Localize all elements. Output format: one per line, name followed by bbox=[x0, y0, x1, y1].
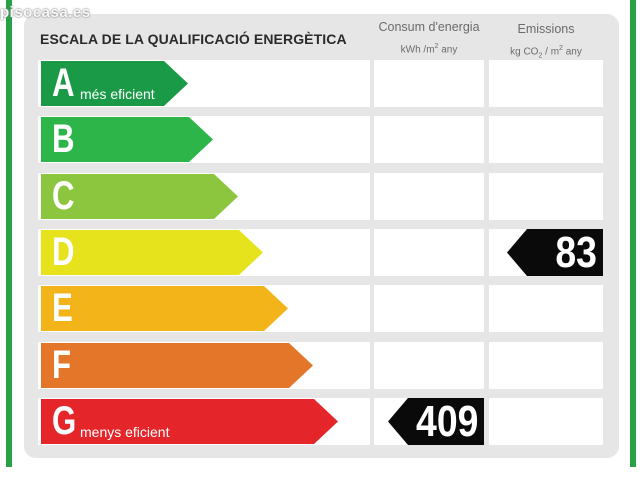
consumption-cell-b bbox=[374, 116, 484, 163]
emissions-cell-c bbox=[489, 173, 603, 220]
rating-letter-f: F bbox=[52, 343, 72, 387]
rating-description-a: més eficient bbox=[80, 86, 155, 102]
emissions-label: Emissions bbox=[517, 22, 575, 36]
rating-arrow-f bbox=[41, 343, 313, 388]
rating-letter-g: G bbox=[52, 399, 77, 443]
rating-description-g: menys eficient bbox=[80, 424, 170, 440]
emissions-cell-a bbox=[489, 60, 603, 107]
consumption-value-tag-value: 409 bbox=[415, 397, 478, 446]
emissions-cell-f bbox=[489, 342, 603, 389]
rating-letter-b: B bbox=[52, 117, 75, 161]
rating-letter-e: E bbox=[52, 286, 73, 330]
rating-arrow-e bbox=[41, 286, 288, 331]
emissions-cell-g bbox=[489, 398, 603, 445]
rating-letter-a: A bbox=[52, 61, 75, 105]
emissions-column-header: Emissions kg CO2 / m2 any bbox=[489, 22, 603, 63]
consumption-cell-f bbox=[374, 342, 484, 389]
watermark: pisocasa.es bbox=[0, 4, 91, 21]
rating-letter-c: C bbox=[52, 174, 75, 218]
left-green-border bbox=[6, 0, 12, 467]
rating-arrow-d bbox=[41, 230, 263, 275]
emissions-cell-b bbox=[489, 116, 603, 163]
consumption-cell-c bbox=[374, 173, 484, 220]
rating-arrow-b bbox=[41, 117, 213, 162]
right-green-border bbox=[630, 0, 636, 467]
rating-arrow-g bbox=[41, 399, 338, 444]
consumption-cell-e bbox=[374, 285, 484, 332]
scale-title: ESCALA DE LA QUALIFICACIÓ ENERGÈTICA bbox=[40, 31, 347, 47]
emissions-unit: kg CO2 / m2 any bbox=[510, 45, 582, 60]
consumption-cell-d bbox=[374, 229, 484, 276]
rating-letter-d: D bbox=[52, 230, 75, 274]
consumption-cell-a bbox=[374, 60, 484, 107]
rating-arrow-a bbox=[41, 61, 188, 106]
consumption-value-tag: 409 bbox=[388, 398, 484, 445]
emissions-value-tag-value: 83 bbox=[555, 228, 597, 277]
consumption-column-header: Consum d'energia kWh /m2 any bbox=[374, 20, 484, 57]
consumption-label: Consum d'energia bbox=[378, 20, 480, 34]
consumption-unit: kWh /m2 any bbox=[400, 43, 458, 56]
emissions-value-tag: 83 bbox=[507, 229, 603, 276]
emissions-cell-e bbox=[489, 285, 603, 332]
rating-arrow-c bbox=[41, 174, 238, 219]
